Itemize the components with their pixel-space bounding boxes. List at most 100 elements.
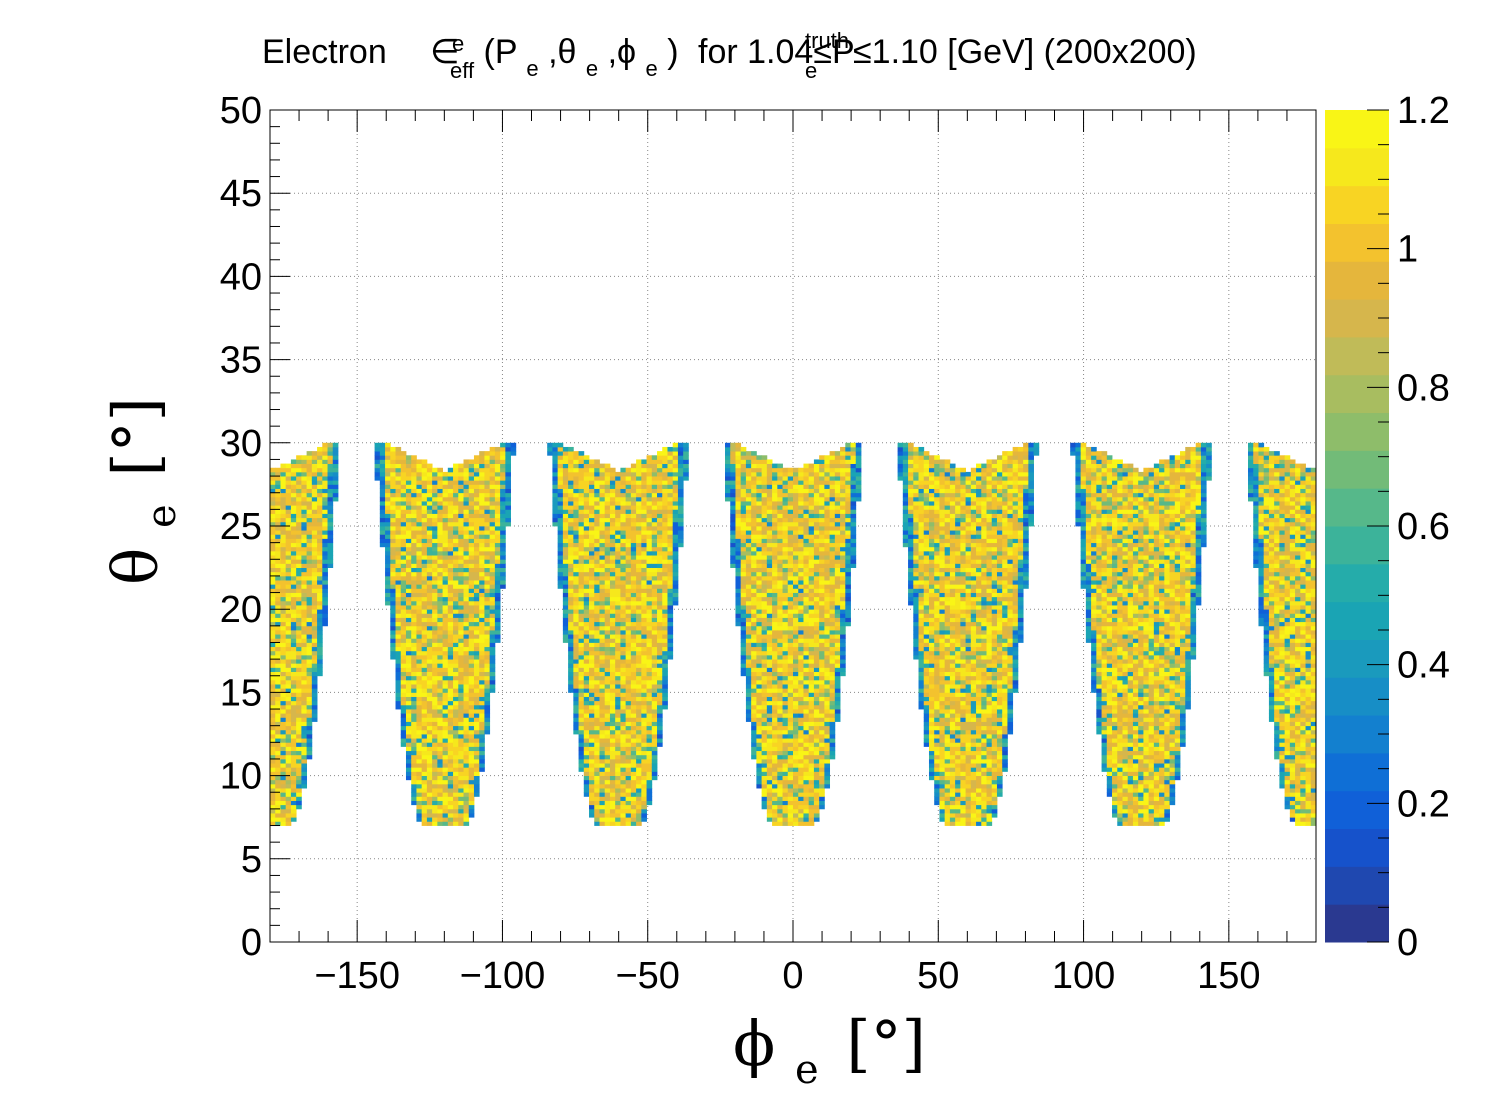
heatmap-cell [604,654,611,660]
heatmap-cell [447,625,454,631]
heatmap-cell [400,526,407,531]
heatmap-cell [557,442,564,448]
heatmap-cell [463,596,470,602]
heatmap-cell [730,492,736,498]
heatmap-cell [646,463,653,469]
heatmap-cell [641,729,647,735]
heatmap-cell [657,580,663,585]
heatmap-cell [636,621,642,627]
heatmap-cell [604,659,611,664]
heatmap-cell [568,471,574,477]
heatmap-cell [301,588,308,593]
heatmap-cell [432,642,438,648]
heatmap-cell [317,492,323,498]
heatmap-cell [468,625,475,631]
heatmap-cell [677,492,684,498]
heatmap-cell [672,526,679,531]
heatmap-cell [604,609,611,614]
heatmap-cell [615,592,621,598]
heatmap-cell [745,451,752,456]
heatmap-cell [317,471,323,477]
heatmap-cell [479,634,485,639]
heatmap-cell [405,521,412,527]
heatmap-cell [630,738,637,743]
heatmap-cell [453,758,459,764]
heatmap-cell [468,563,475,568]
heatmap-cell [432,488,438,494]
heatmap-cell [662,613,668,618]
heatmap-cell [494,501,501,506]
heatmap-cell [432,663,438,668]
heatmap-cell [667,459,674,464]
heatmap-cell [405,546,412,552]
heatmap-cell [437,746,443,752]
heatmap-cell [489,530,496,535]
heatmap-cell [500,488,506,494]
heatmap-cell [745,663,752,668]
heatmap-cell [578,546,585,552]
heatmap-cell [285,596,292,602]
heatmap-cell [311,588,318,593]
heatmap-cell [317,530,323,535]
heatmap-cell [411,596,417,602]
heatmap-cell [735,471,742,477]
heatmap-cell [395,679,402,685]
heatmap-cell [447,734,454,739]
heatmap-cell [426,729,433,735]
heatmap-cell [285,625,292,631]
heatmap-cell [306,646,313,652]
heatmap-cell [468,467,475,473]
heatmap-cell [630,480,637,485]
heatmap-cell [657,521,663,527]
heatmap-cell [385,538,391,544]
heatmap-cell [594,521,600,527]
heatmap-cell [463,679,470,685]
heatmap-cell [761,721,768,727]
heatmap-cell [473,559,480,564]
heatmap-cell [426,563,433,568]
heatmap-cell [479,671,485,677]
heatmap-cell [599,550,606,556]
heatmap-cell [625,663,632,668]
heatmap-cell [740,455,747,460]
heatmap-cell [400,638,407,643]
heatmap-cell [735,501,742,506]
heatmap-cell [306,575,313,581]
heatmap-cell [275,729,281,735]
heatmap-cell [426,617,433,623]
heatmap-cell [285,717,292,722]
heatmap-cell [578,530,585,535]
heatmap-cell [620,600,627,606]
heatmap-cell [405,563,412,568]
heatmap-cell [646,734,653,739]
heatmap-cell [562,459,569,464]
heatmap-cell [400,484,407,489]
heatmap-cell [390,654,396,660]
heatmap-cell [609,746,616,752]
heatmap-cell [479,738,485,743]
heatmap-cell [620,546,627,552]
heatmap-cell [405,713,412,718]
heatmap-cell [489,484,496,489]
heatmap-cell [636,509,642,514]
heatmap-cell [442,605,449,610]
heatmap-cell [411,771,417,776]
heatmap-cell [468,796,475,801]
heatmap-cell [646,455,653,460]
heatmap-cell [725,467,731,473]
heatmap-cell [285,817,292,822]
heatmap-cell [756,596,763,602]
heatmap-cell [468,729,475,735]
heatmap-cell [280,750,287,756]
heatmap-cell [735,463,742,469]
heatmap-cell [568,659,574,664]
heatmap-cell [599,734,606,739]
heatmap-cell [751,654,757,660]
heatmap-cell [589,496,595,502]
heatmap-cell [275,779,281,785]
heatmap-cell [411,480,417,485]
heatmap-cell [432,792,438,797]
heatmap-cell [604,476,611,481]
heatmap-cell [573,476,579,481]
heatmap-cell [646,592,653,598]
